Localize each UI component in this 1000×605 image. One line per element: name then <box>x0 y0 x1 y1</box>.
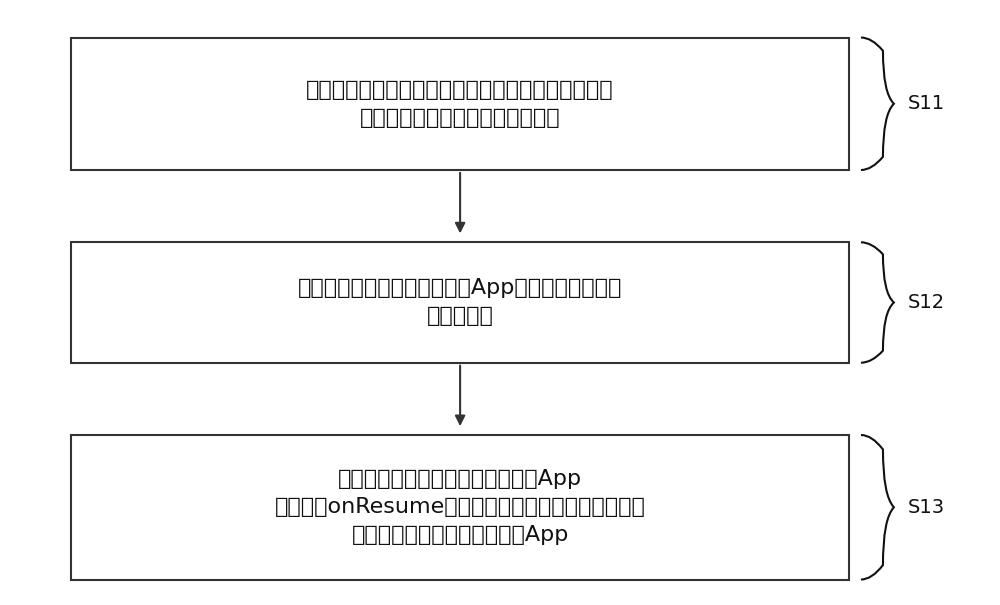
FancyBboxPatch shape <box>71 242 849 363</box>
Text: S11: S11 <box>908 94 945 113</box>
Text: 视窗管理器使指定使用的软件App于显示屏中以非全
屏尺寸显示: 视窗管理器使指定使用的软件App于显示屏中以非全 屏尺寸显示 <box>298 278 622 327</box>
Text: S13: S13 <box>908 498 945 517</box>
Text: 活动管理器使多个指定使用的软件App
同时处于onResume刷新界面状态，于显示屏中分割窗
口执行该多个指定使用的软件App: 活动管理器使多个指定使用的软件App 同时处于onResume刷新界面状态，于显… <box>275 469 646 545</box>
Text: S12: S12 <box>908 293 945 312</box>
Text: 应用包管理器生成软件副本即复件软件，并将该生成
的复件软件数据各自隔离独立存储: 应用包管理器生成软件副本即复件软件，并将该生成 的复件软件数据各自隔离独立存储 <box>306 80 614 128</box>
FancyBboxPatch shape <box>71 435 849 580</box>
FancyBboxPatch shape <box>71 38 849 170</box>
